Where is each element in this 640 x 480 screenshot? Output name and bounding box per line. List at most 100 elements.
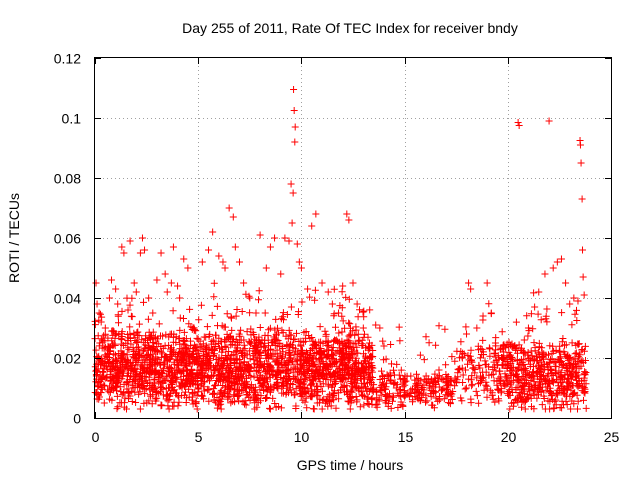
data-point xyxy=(553,258,561,266)
data-point xyxy=(535,288,543,296)
data-point xyxy=(221,264,229,272)
data-point xyxy=(112,285,120,293)
data-point xyxy=(438,375,446,383)
data-point xyxy=(281,234,289,242)
data-point xyxy=(308,222,316,230)
data-point xyxy=(291,138,299,146)
data-point xyxy=(149,309,157,317)
data-point xyxy=(576,141,584,149)
data-point xyxy=(240,279,248,287)
data-point xyxy=(285,237,293,245)
data-point xyxy=(500,348,508,356)
data-point xyxy=(229,213,237,221)
data-point xyxy=(209,228,217,236)
data-point xyxy=(95,309,103,317)
data-point xyxy=(483,279,491,287)
data-point xyxy=(413,381,421,389)
data-point xyxy=(287,180,295,188)
dense-scatter-marks xyxy=(91,279,590,413)
data-point xyxy=(339,282,347,290)
data-point xyxy=(295,258,303,266)
data-point xyxy=(541,270,549,278)
data-point xyxy=(353,300,361,308)
data-point xyxy=(114,300,122,308)
y-axis-label: ROTI / TECUs xyxy=(6,193,22,283)
data-point xyxy=(524,324,532,332)
data-point xyxy=(169,243,177,251)
data-point xyxy=(132,288,140,296)
data-point xyxy=(297,264,305,272)
data-point xyxy=(138,234,146,242)
data-point xyxy=(215,252,223,260)
data-point xyxy=(98,336,106,344)
y-tick-label: 0.02 xyxy=(54,351,81,367)
y-tick-label: 0.12 xyxy=(54,51,81,67)
data-point xyxy=(184,264,192,272)
x-tick-label: 5 xyxy=(195,429,203,445)
data-point xyxy=(562,279,570,287)
x-axis-label: GPS time / hours xyxy=(297,457,404,473)
data-point xyxy=(392,384,400,392)
data-point xyxy=(145,294,153,302)
y-tick-label: 0.06 xyxy=(54,231,81,247)
y-tick-label: 0.04 xyxy=(54,291,81,307)
data-point xyxy=(487,309,495,317)
data-point xyxy=(288,219,296,227)
data-point xyxy=(549,264,557,272)
x-tick-label: 15 xyxy=(398,429,414,445)
data-point xyxy=(198,258,206,266)
chart-title: Day 255 of 2011, Rate Of TEC Index for r… xyxy=(182,20,518,36)
data-point xyxy=(176,294,184,302)
x-tick-label: 20 xyxy=(501,429,517,445)
data-point xyxy=(458,354,466,362)
data-point xyxy=(578,195,586,203)
data-point xyxy=(235,258,243,266)
data-point xyxy=(446,381,454,389)
data-point xyxy=(577,159,585,167)
data-point xyxy=(92,279,100,287)
data-point xyxy=(432,378,440,386)
data-point xyxy=(167,279,175,287)
data-point xyxy=(579,246,587,254)
data-point xyxy=(266,243,274,251)
data-point xyxy=(246,294,254,302)
data-point xyxy=(124,306,132,314)
data-point xyxy=(324,288,332,296)
data-point xyxy=(108,276,116,284)
data-point xyxy=(252,309,260,317)
data-point xyxy=(205,246,213,254)
data-point xyxy=(579,273,587,281)
data-point xyxy=(514,119,522,126)
data-point xyxy=(419,390,427,398)
data-point xyxy=(366,339,374,347)
data-point xyxy=(289,189,297,197)
data-point xyxy=(153,276,161,284)
data-point xyxy=(126,237,134,245)
data-point xyxy=(163,288,171,296)
data-point xyxy=(386,369,394,377)
data-point xyxy=(304,285,312,293)
data-point xyxy=(290,86,298,93)
data-point xyxy=(515,122,523,129)
data-point xyxy=(359,324,367,332)
data-point xyxy=(452,378,460,386)
data-point xyxy=(520,336,528,344)
data-point xyxy=(508,354,516,362)
data-point xyxy=(291,123,299,131)
data-point xyxy=(262,264,270,272)
data-point xyxy=(136,249,144,257)
data-point xyxy=(101,324,109,332)
data-point xyxy=(290,107,298,114)
data-point xyxy=(118,243,126,251)
data-point xyxy=(130,279,138,287)
data-point xyxy=(570,294,578,302)
data-point xyxy=(491,339,499,347)
data-point xyxy=(473,324,481,332)
y-tick-label: 0 xyxy=(73,411,81,427)
data-point xyxy=(345,216,353,224)
data-point xyxy=(372,321,380,329)
data-point xyxy=(335,309,343,317)
data-point xyxy=(463,330,471,338)
data-point xyxy=(271,234,279,242)
data-point xyxy=(531,303,539,311)
